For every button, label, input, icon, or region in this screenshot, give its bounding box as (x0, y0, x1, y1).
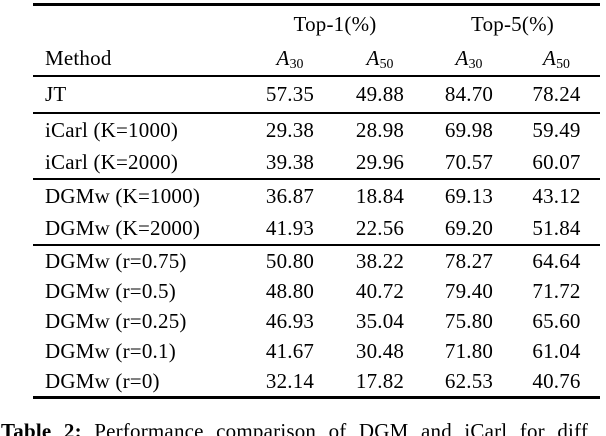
value-cell: 71.80 (444, 338, 494, 363)
value-cell: 59.49 (532, 117, 581, 142)
value-cell: 78.24 (532, 82, 581, 106)
value-cell: 29.96 (355, 149, 405, 174)
table-rule-bottom (33, 396, 600, 399)
value-cell: 51.84 (532, 215, 581, 240)
value-cell: 61.04 (532, 338, 581, 363)
subscript: 30 (289, 56, 304, 72)
caption-text: Performance comparison of DGM and iCarl … (94, 419, 589, 436)
group-header-row: Top-1(%) Top-5(%) (33, 6, 600, 42)
table-row: DGMw (r=0.5) 48.80 40.72 79.40 71.72 (33, 276, 600, 306)
value-cell: 48.80 (265, 278, 315, 303)
value-cell: 75.80 (444, 308, 494, 333)
table-row: DGMw (r=0.25) 46.93 35.04 75.80 65.60 (33, 306, 600, 336)
section-dgmw-k: DGMw (K=1000) 36.87 18.84 69.13 43.12 DG… (33, 180, 600, 244)
value-cell: 41.67 (265, 338, 315, 363)
table-rule-section (33, 244, 600, 246)
value-cell: 84.70 (444, 82, 494, 106)
value-cell: 57.35 (265, 82, 315, 106)
column-header-row: Method A30 A50 A30 A50 (33, 42, 600, 75)
group-header-top5: Top-5(%) (471, 11, 554, 36)
value-cell: 40.76 (532, 368, 581, 393)
value-cell: 17.82 (355, 368, 405, 393)
section-dgmw-r: DGMw (r=0.75) 50.80 38.22 78.27 64.64 DG… (33, 246, 600, 396)
method-cell: DGMw (r=0.25) (45, 308, 187, 333)
value-cell: 18.84 (355, 183, 405, 208)
value-cell: 78.27 (444, 248, 494, 273)
method-cell: DGMw (K=1000) (45, 183, 201, 208)
method-header: Method (45, 46, 112, 70)
table-row: DGMw (r=0.1) 41.67 30.48 71.80 61.04 (33, 336, 600, 366)
caption-label: Table 2: (1, 419, 82, 436)
value-cell: 41.93 (265, 215, 315, 240)
value-cell: 71.72 (532, 278, 581, 303)
col-header-top1-a50: A50 (335, 46, 425, 71)
value-cell: 43.12 (532, 183, 581, 208)
value-cell: 46.93 (265, 308, 315, 333)
value-cell: 35.04 (355, 308, 405, 333)
table-row: iCarl (K=1000) 29.38 28.98 69.98 59.49 (33, 114, 600, 146)
col-header-top5-a50: A50 (513, 46, 600, 71)
value-cell: 49.88 (355, 82, 405, 106)
table-rule-top (33, 3, 600, 6)
method-cell: iCarl (K=2000) (45, 149, 179, 174)
table-rule-header (33, 75, 600, 77)
subscript: 30 (468, 56, 483, 72)
table-rule-section (33, 112, 600, 114)
value-cell: 69.98 (444, 117, 494, 142)
value-cell: 38.22 (355, 248, 405, 273)
col-header-top5-a30: A30 (425, 46, 513, 71)
method-cell: DGMw (K=2000) (45, 215, 201, 240)
table-row: DGMw (r=0.75) 50.80 38.22 78.27 64.64 (33, 246, 600, 276)
value-cell: 29.38 (265, 117, 315, 142)
value-cell: 62.53 (444, 368, 494, 393)
method-cell: JT (45, 82, 67, 106)
value-cell: 69.13 (444, 183, 494, 208)
results-table: Top-1(%) Top-5(%) Method A30 A50 A30 A50… (33, 3, 600, 399)
value-cell: 79.40 (444, 278, 494, 303)
value-cell: 32.14 (265, 368, 315, 393)
math-symbol-a: A (366, 46, 380, 70)
value-cell: 50.80 (265, 248, 315, 273)
table-row: DGMw (K=2000) 41.93 22.56 69.20 51.84 (33, 212, 600, 244)
method-cell: DGMw (r=0.1) (45, 338, 176, 363)
method-cell: DGMw (r=0.5) (45, 278, 176, 303)
math-symbol-a: A (543, 46, 557, 70)
method-cell: DGMw (r=0.75) (45, 248, 187, 273)
subscript: 50 (379, 56, 394, 72)
table-rule-section (33, 178, 600, 180)
value-cell: 60.07 (532, 149, 581, 174)
value-cell: 22.56 (355, 215, 405, 240)
math-symbol-a: A (276, 46, 290, 70)
method-cell: DGMw (r=0) (45, 368, 160, 393)
value-cell: 40.72 (355, 278, 405, 303)
table-row: iCarl (K=2000) 39.38 29.96 70.57 60.07 (33, 146, 600, 178)
table-row: DGMw (r=0) 32.14 17.82 62.53 40.76 (33, 366, 600, 396)
value-cell: 28.98 (355, 117, 405, 142)
value-cell: 30.48 (355, 338, 405, 363)
table-row: DGMw (K=1000) 36.87 18.84 69.13 43.12 (33, 180, 600, 212)
subscript: 50 (556, 56, 570, 72)
group-header-top1: Top-1(%) (293, 11, 377, 36)
value-cell: 69.20 (444, 215, 494, 240)
method-cell: iCarl (K=1000) (45, 117, 179, 142)
value-cell: 65.60 (532, 308, 581, 333)
table-caption: Table 2: Performance comparison of DGM a… (1, 419, 606, 436)
value-cell: 64.64 (532, 248, 581, 273)
table-row: JT 57.35 49.88 84.70 78.24 (33, 77, 600, 112)
value-cell: 70.57 (444, 149, 494, 174)
math-symbol-a: A (455, 46, 469, 70)
section-jt: JT 57.35 49.88 84.70 78.24 (33, 77, 600, 112)
value-cell: 39.38 (265, 149, 315, 174)
value-cell: 36.87 (265, 183, 315, 208)
col-header-top1-a30: A30 (245, 46, 335, 71)
section-icarl: iCarl (K=1000) 29.38 28.98 69.98 59.49 i… (33, 114, 600, 178)
